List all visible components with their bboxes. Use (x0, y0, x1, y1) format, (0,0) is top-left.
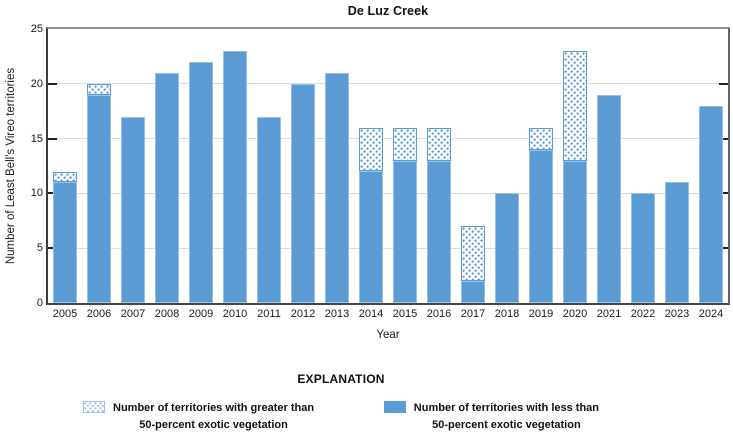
bar-dotted-segment (393, 127, 417, 161)
y-axis-label: Number of Least Bell's Vireo territories (5, 67, 17, 265)
x-tick-label: 2020 (562, 308, 588, 320)
plot-area (46, 27, 730, 305)
gridline (48, 138, 728, 140)
bar-solid-segment (53, 182, 77, 303)
gridline (48, 247, 728, 249)
gridline (48, 83, 728, 85)
x-tick-label: 2012 (290, 308, 316, 320)
y-tick-label: 0 (36, 297, 43, 309)
bar-dotted-segment (563, 50, 587, 161)
bar-solid-segment (461, 281, 485, 303)
legend-entry-line1: Number of territories with greater than (113, 402, 315, 414)
legend-entry-less-than: Number of territories with less than 50-… (383, 400, 599, 434)
legend-entry-line2: 50-percent exotic vegetation (432, 419, 581, 431)
bar-solid-segment (155, 72, 179, 303)
legend: EXPLANATION Number of territories with g… (83, 372, 599, 434)
bar-solid-segment (495, 193, 519, 303)
bar-solid-segment (631, 193, 655, 303)
bar-solid-segment (597, 94, 621, 303)
y-axis-tick-right (719, 137, 728, 140)
bar-solid-segment (257, 116, 281, 303)
x-tick-label: 2010 (222, 308, 248, 320)
x-axis-label: Year (376, 329, 400, 341)
x-tick-label: 2018 (494, 308, 520, 320)
bar-solid-segment (529, 149, 553, 303)
bar-dotted-segment (359, 127, 383, 172)
x-tick-label: 2017 (460, 308, 486, 320)
legend-header: EXPLANATION (297, 372, 385, 386)
x-tick-label: 2014 (358, 308, 384, 320)
legend-entry-greater-than: Number of territories with greater than … (83, 400, 314, 434)
gridline (48, 192, 728, 194)
y-axis-tick-left (48, 137, 57, 140)
y-axis-tick-left (48, 192, 57, 195)
x-tick-label: 2019 (528, 308, 554, 320)
solid-blue-swatch-icon (383, 401, 406, 413)
bar-solid-segment (359, 171, 383, 303)
legend-entry-text: Number of territories with greater than … (113, 400, 314, 434)
chart-title: De Luz Creek (347, 4, 429, 18)
y-tick-label: 10 (30, 187, 43, 200)
y-tick-label: 5 (36, 242, 43, 255)
y-axis-tick-right (719, 247, 728, 250)
legend-row: Number of territories with greater than … (83, 400, 599, 434)
x-tick-label: 2015 (392, 308, 418, 320)
x-tick-label: 2008 (154, 308, 180, 320)
y-tick-label: 25 (30, 23, 43, 35)
x-tick-label: 2009 (188, 308, 214, 320)
bar-dotted-segment (461, 226, 485, 282)
bar-dotted-segment (87, 83, 111, 95)
y-axis-tick-left (48, 82, 57, 85)
bar-dotted-segment (53, 171, 77, 183)
x-tick-label: 2006 (86, 308, 112, 320)
x-tick-label: 2005 (52, 308, 78, 320)
bar-solid-segment (87, 94, 111, 303)
bar-solid-segment (427, 160, 451, 303)
x-tick-label: 2011 (257, 308, 281, 320)
bar-dotted-segment (427, 127, 451, 161)
x-tick-label: 2007 (120, 308, 146, 320)
bar-solid-segment (223, 50, 247, 303)
x-tick-label: 2024 (698, 308, 724, 320)
bar-dotted-segment (529, 127, 553, 150)
bar-solid-segment (291, 83, 315, 303)
bar-solid-segment (121, 116, 145, 303)
legend-entry-line1: Number of territories with less than (413, 402, 599, 414)
x-tick-label: 2022 (630, 308, 656, 320)
bar-solid-segment (665, 182, 689, 303)
y-tick-label: 20 (30, 77, 43, 90)
y-axis-tick-right (719, 192, 728, 195)
x-tick-label: 2023 (664, 308, 690, 320)
dotted-pattern-swatch-icon (83, 401, 105, 413)
bar-solid-segment (393, 160, 417, 303)
x-tick-label: 2016 (426, 308, 452, 320)
bar-solid-segment (189, 61, 213, 303)
y-axis-tick-right (719, 82, 728, 85)
y-tick-label: 15 (30, 132, 43, 145)
y-axis-tick-left (48, 247, 57, 250)
bar-solid-segment (699, 105, 723, 303)
legend-entry-text: Number of territories with less than 50-… (414, 400, 599, 434)
x-tick-label: 2013 (324, 308, 350, 320)
bar-solid-segment (563, 160, 587, 303)
bar-solid-segment (325, 72, 349, 303)
legend-entry-line2: 50-percent exotic vegetation (139, 419, 288, 431)
x-tick-label: 2021 (596, 308, 622, 320)
